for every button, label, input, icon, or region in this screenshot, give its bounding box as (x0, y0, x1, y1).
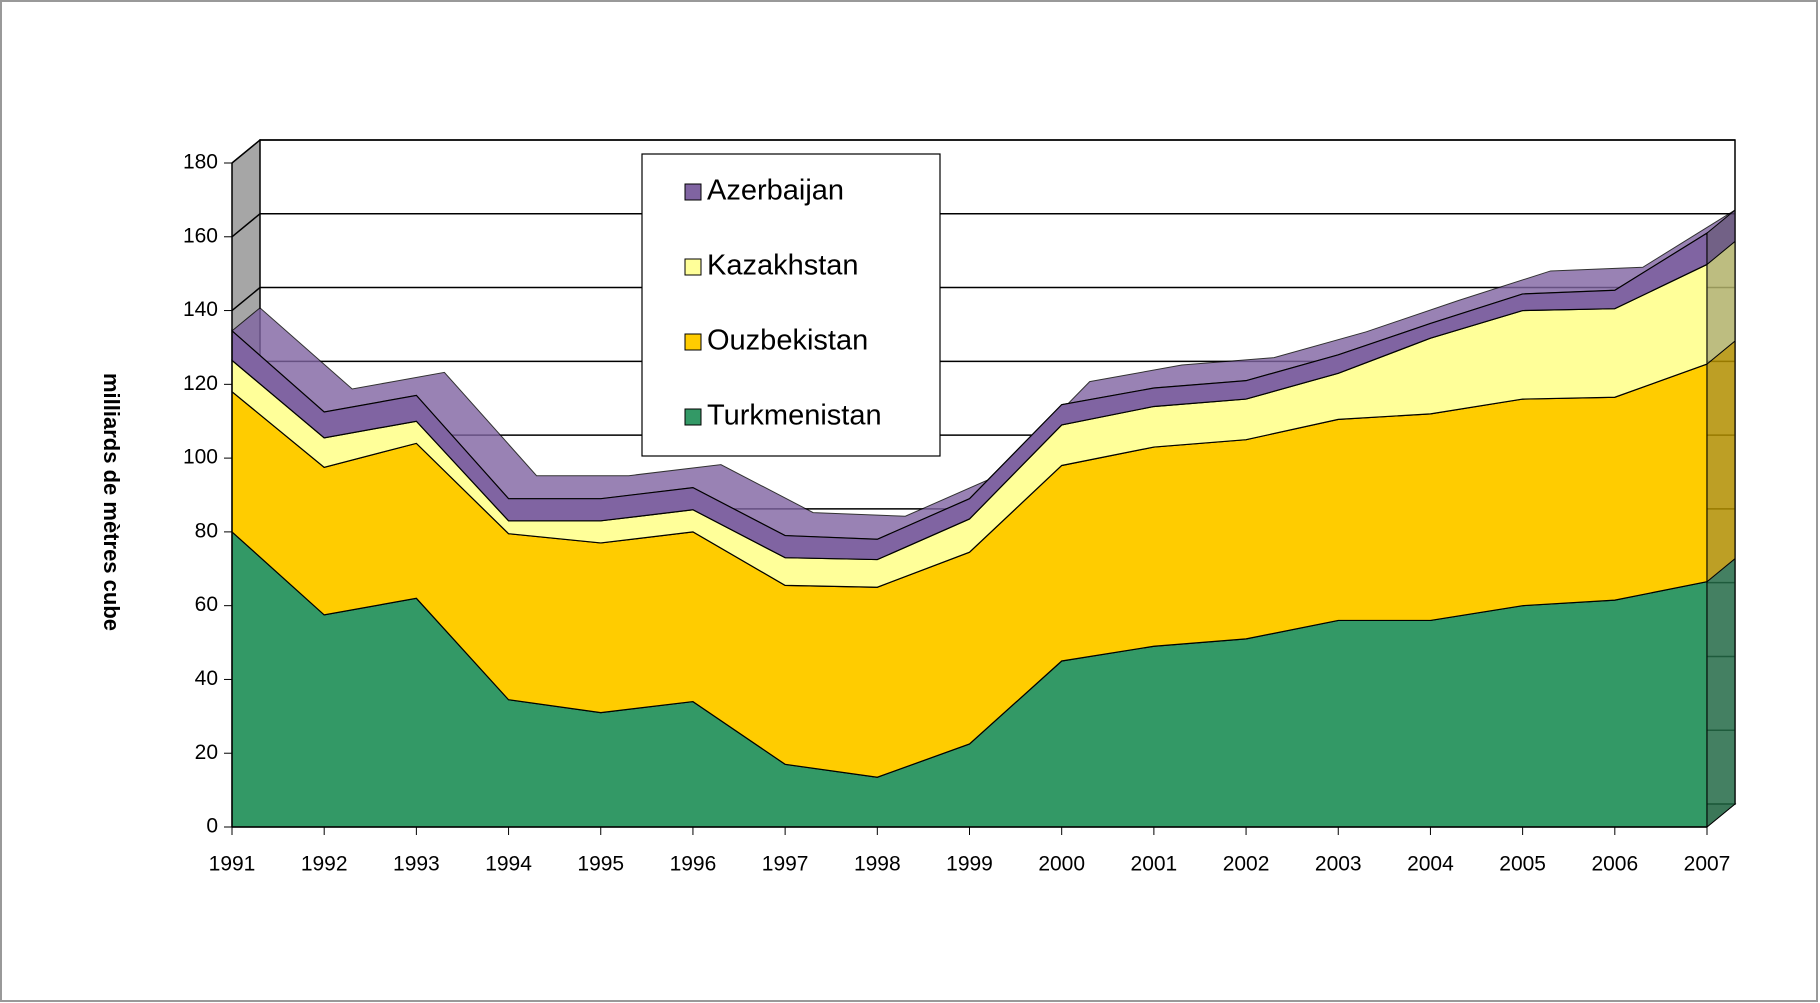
x-tick-label: 2005 (1499, 853, 1546, 876)
y-tick-label: 40 (195, 667, 218, 690)
x-tick-label: 1992 (301, 853, 348, 876)
grid-line (231, 213, 1735, 238)
x-tick-label: 1997 (762, 853, 809, 876)
x-tick-label: 2001 (1131, 853, 1178, 876)
x-tick-label: 1996 (670, 853, 717, 876)
x-tick-label: 1994 (485, 853, 532, 876)
legend-swatch (684, 408, 702, 426)
x-tick-label: 1995 (577, 853, 624, 876)
legend-swatch (684, 333, 702, 351)
x-tick-label: 2002 (1223, 853, 1270, 876)
legend-label: Azerbaijan (707, 175, 844, 207)
x-tick-label: 2000 (1038, 853, 1085, 876)
x-tick-label: 1993 (393, 853, 440, 876)
legend-swatch (684, 258, 702, 276)
legend-label: Ouzbekistan (707, 325, 868, 357)
area-end-face (1706, 557, 1736, 829)
legend-swatch (684, 183, 702, 201)
y-tick-label: 100 (183, 446, 218, 469)
area-end-face (1706, 339, 1736, 583)
y-tick-label: 60 (195, 593, 218, 616)
y-tick-label: 120 (183, 372, 218, 395)
x-tick-label: 1999 (946, 853, 993, 876)
legend (641, 153, 941, 457)
x-tick-label: 1991 (209, 853, 256, 876)
y-tick-label: 0 (206, 815, 218, 838)
x-tick-label: 2007 (1684, 853, 1731, 876)
grid-line (231, 286, 1735, 312)
x-tick-label: 2004 (1407, 853, 1454, 876)
x-tick-label: 2006 (1591, 853, 1638, 876)
area-end-face (1706, 209, 1736, 266)
y-tick-label: 160 (183, 224, 218, 247)
y-tick-label: 20 (195, 741, 218, 764)
grid-line (231, 139, 1735, 164)
legend-label: Kazakhstan (707, 250, 859, 282)
y-tick-label: 140 (183, 298, 218, 321)
x-tick-label: 2003 (1315, 853, 1362, 876)
x-tick-label: 1998 (854, 853, 901, 876)
y-axis-label: milliards de mètres cube (99, 373, 124, 631)
y-tick-label: 80 (195, 519, 218, 542)
legend-label: Turkmenistan (707, 400, 882, 432)
y-tick-label: 180 (183, 151, 218, 174)
